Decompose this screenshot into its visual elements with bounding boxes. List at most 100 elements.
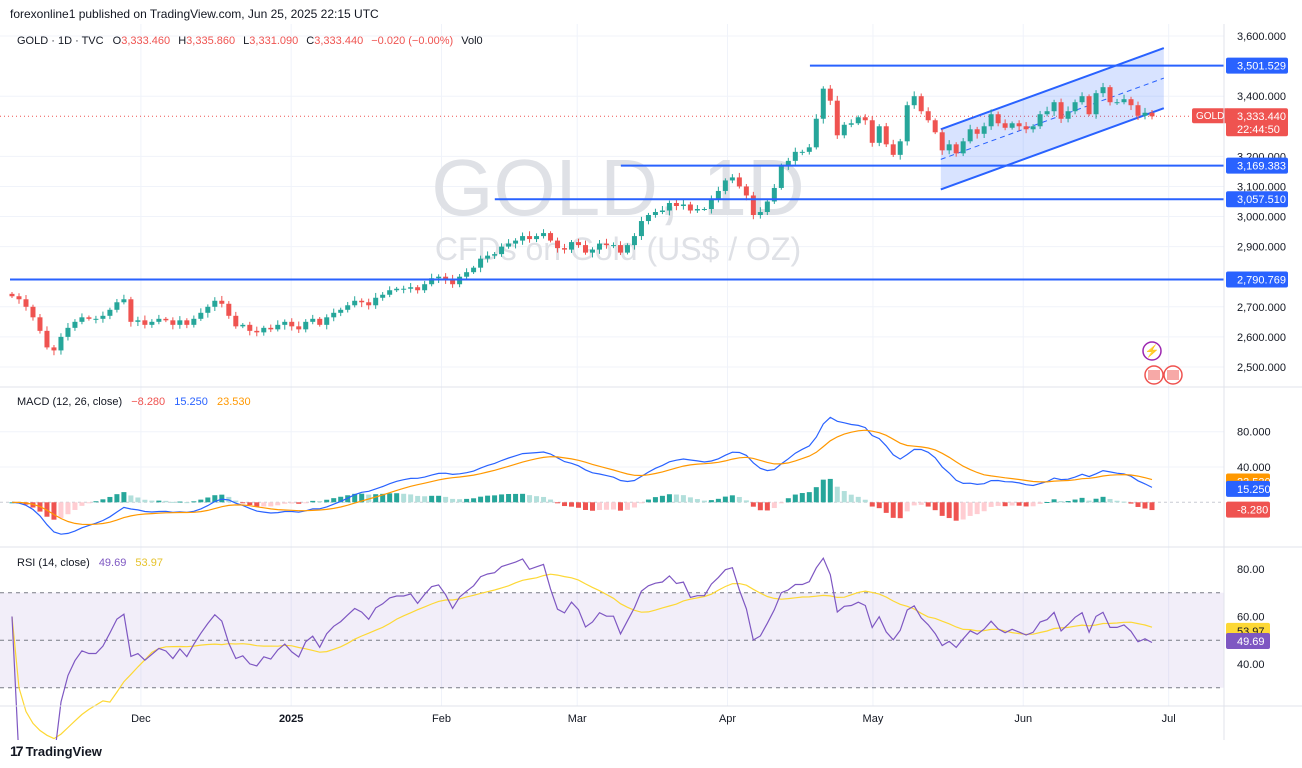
publisher-caption: forexonline1 published on TradingView.co… [10,7,379,21]
candle-body [771,187,777,202]
macd-histogram-bar [478,496,484,503]
macd-histogram-bar [471,498,477,503]
candle-body [1135,105,1141,116]
candle-body [708,198,714,210]
macd-histogram-bar [149,500,155,503]
candle-body [722,180,728,191]
candle-body [373,297,379,306]
macd-histogram-bar [51,502,57,520]
candle-body [981,126,987,134]
macd-histogram-bar [1107,498,1113,503]
macd-histogram-bar [72,502,78,510]
macd-histogram-bar [450,498,456,503]
macd-histogram-bar [995,502,1001,506]
trading-chart[interactable]: GOLD, 1D CFDs on Gold (US$ / OZ) Dec 2025… [0,24,1302,740]
price-pane[interactable] [0,47,1224,356]
macd-histogram-bar [953,502,959,521]
candle-body [813,118,819,148]
flag-fill [1167,370,1179,380]
level-badge [1226,157,1288,174]
macd-tick-label: 80.000 [1237,427,1271,439]
candle-body [785,160,791,166]
macd-histogram-bar [1086,500,1092,503]
candle-body [107,309,113,316]
candle-body [862,117,868,121]
candle-body [757,212,763,216]
macd-histogram-bar [485,495,491,503]
event-markers[interactable]: ⚡ [1142,341,1183,385]
level-badge [1226,191,1288,208]
macd-histogram-bar [1142,502,1148,509]
macd-histogram-bar [1121,501,1127,503]
candle-body [631,236,637,246]
rsi-tick-label: 80.00 [1237,564,1265,576]
price-tick-label: 2,500.000 [1237,362,1286,374]
price-tick-label: 3,600.000 [1237,31,1286,43]
candle-body [1079,96,1085,103]
macd-histogram-bar [876,502,882,509]
candle-body [520,236,526,241]
candle-body [1093,93,1099,115]
candle-body [408,287,414,289]
time-tick-label: Jun [1014,713,1032,725]
candle-body [289,321,295,327]
candle-body [576,242,582,246]
candle-body [953,144,959,154]
macd-histogram-bar [799,493,805,503]
rsi-legend: RSI (14, close) 49.69 53.97 [17,557,163,569]
candle-body [121,299,127,303]
candle-body [240,324,246,327]
macd-histogram-bar [967,502,973,516]
candle-body [610,245,616,247]
macd-histogram-bar [736,496,742,503]
macd-histogram-bar [631,502,637,508]
candle-body [897,141,903,155]
candle-body [142,320,148,325]
candle-body [436,276,442,279]
candle-body [93,318,99,320]
candle-body [541,233,547,237]
candle-body [450,279,456,285]
candle-body [310,318,316,322]
macd-histogram-bar [813,487,819,503]
candle-body [834,100,840,136]
rsi-tick-label: 40.00 [1237,659,1265,671]
macd-histogram-bar [582,502,588,510]
candle-body [855,117,861,124]
macd-histogram-bar [527,495,533,503]
time-tick-label: Mar [568,713,587,725]
candle-body [582,245,588,253]
lightning-icon[interactable] [1142,341,1162,361]
candle-body [680,204,686,206]
macd-legend: MACD (12, 26, close) −8.280 15.250 23.53… [17,396,251,408]
candle-body [750,195,756,216]
price-legend: GOLD · 1D · TVC O3,333.460 H3,335.860 L3… [17,35,483,47]
macd-histogram-bar [1072,499,1078,503]
macd-histogram-bar [946,502,952,519]
axis-badges: 3,501.529 3,169.383 3,057.510 2,790.769 GOLD… [1192,57,1288,649]
level-badge [1226,57,1288,74]
candle-body [925,111,931,121]
macd-histogram-bar [268,502,274,507]
time-tick-label: 2025 [279,713,303,725]
macd-histogram-bar [422,496,428,503]
macd-histogram-bar [666,494,672,503]
candle-body [736,177,742,187]
macd-histogram-bar [694,499,700,503]
macd-histogram-bar [743,500,749,503]
macd-pane[interactable] [0,416,1224,535]
rsi-pane[interactable] [0,556,1224,740]
macd-histogram-bar [1044,502,1050,504]
candle-body [149,321,155,325]
candle-body [212,300,218,307]
candle-body [617,245,623,253]
time-tick-label: Apr [719,713,736,725]
candle-body [841,124,847,136]
tradingview-footer[interactable]: 17 TradingView [10,743,102,759]
macd-histogram-bar [317,501,323,503]
candle-body [492,254,498,256]
candle-body [1086,96,1092,115]
macd-histogram-bar [1128,502,1134,504]
candle-body [764,201,770,213]
macd-histogram-bar [114,494,120,503]
